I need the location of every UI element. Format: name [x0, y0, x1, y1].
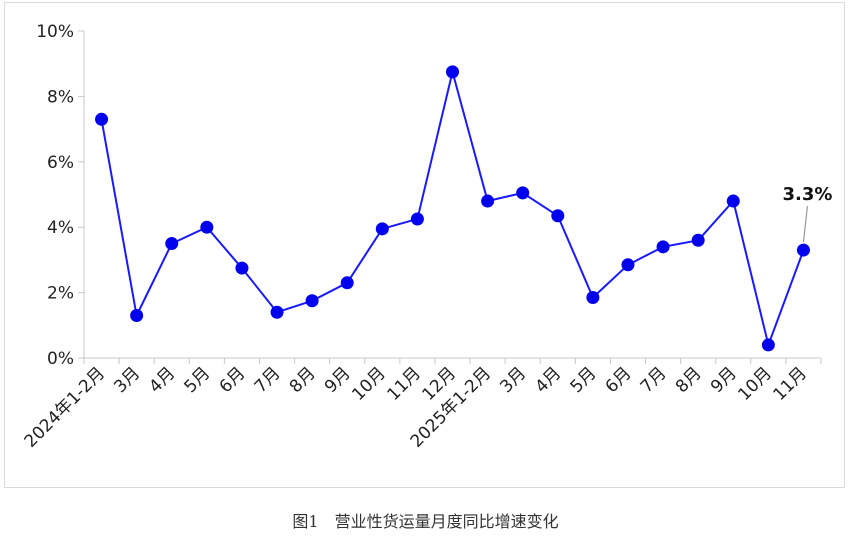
y-tick-label: 8%	[47, 87, 74, 107]
x-tick-label: 7月	[251, 363, 285, 397]
y-tick-label: 4%	[47, 218, 74, 238]
x-tick-label: 7月	[637, 363, 671, 397]
x-tick-label: 6月	[602, 363, 636, 397]
data-label: 3.3%	[782, 184, 832, 205]
data-point	[761, 338, 775, 352]
data-point	[305, 294, 319, 308]
data-point	[551, 209, 565, 223]
data-point	[165, 237, 179, 251]
x-tick-label: 8月	[286, 363, 320, 397]
x-tick-label: 5月	[567, 363, 601, 397]
data-points	[95, 65, 810, 352]
chart-frame: 0% 2% 4% 6% 8% 10% 2024年1-2月 3月 4月 5月 6月 7月 8月 9月 10月…	[4, 2, 845, 488]
x-tick-label: 11月	[383, 363, 424, 404]
line-chart: 0% 2% 4% 6% 8% 10% 2024年1-2月 3月 4月 5月 6月 7月 8月 9月10月…	[21, 22, 833, 452]
axes	[83, 31, 821, 359]
x-tick-label: 4月	[532, 363, 566, 397]
y-tick-label: 0%	[47, 349, 74, 369]
x-tick-label: 11月	[770, 363, 811, 404]
y-tick-label: 10%	[36, 22, 74, 42]
data-point	[691, 233, 705, 247]
x-tick-label: 2024年1-2月	[21, 363, 109, 451]
data-point	[130, 308, 144, 322]
x-tick-label: 3月	[496, 363, 530, 397]
series-line	[100, 71, 805, 349]
figure-caption: 图1 营业性货运量月度同比增速变化	[292, 512, 559, 531]
x-tick-label: 5月	[181, 363, 215, 397]
data-point	[270, 305, 284, 319]
data-point	[726, 194, 740, 208]
y-axis-ticks: 0% 2% 4% 6% 8% 10%	[36, 22, 84, 369]
data-point	[481, 194, 495, 208]
x-tick-label: 3月	[110, 363, 144, 397]
x-tick-label: 8月	[672, 363, 706, 397]
data-point	[586, 291, 600, 305]
data-point	[621, 258, 635, 272]
annotation-leader	[802, 206, 809, 243]
data-point	[516, 186, 530, 200]
data-point	[410, 212, 424, 226]
data-point	[375, 222, 389, 236]
data-point	[235, 261, 249, 275]
y-tick-label: 2%	[47, 284, 74, 304]
x-axis-ticks: 2024年1-2月 3月 4月 5月 6月 7月 8月 9月10月11月12月2025年1-2…	[21, 358, 822, 452]
x-tick-label: 6月	[216, 363, 250, 397]
data-point	[200, 220, 214, 234]
data-point	[95, 112, 109, 126]
annotations: 3.3%	[782, 184, 832, 243]
data-point	[796, 243, 810, 257]
y-tick-label: 6%	[47, 153, 74, 173]
data-point	[656, 240, 670, 254]
x-tick-label: 10月	[734, 363, 775, 404]
data-point	[340, 276, 354, 290]
x-tick-label: 4月	[145, 363, 179, 397]
data-point	[446, 65, 459, 79]
x-tick-label: 10月	[348, 363, 389, 404]
